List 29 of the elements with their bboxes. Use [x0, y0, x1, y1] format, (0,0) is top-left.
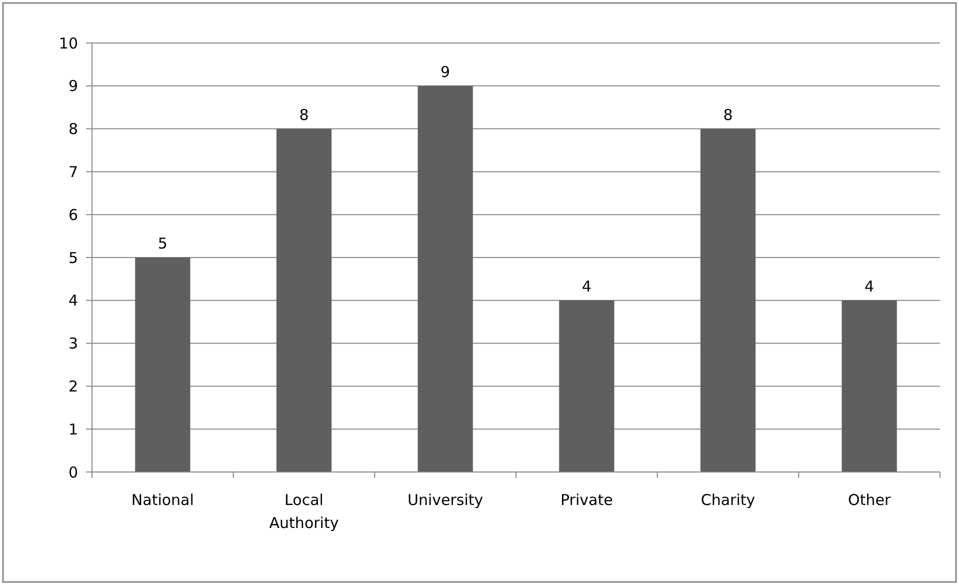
data-label: 9: [440, 62, 450, 81]
bar: [842, 300, 897, 472]
data-label: 4: [864, 277, 874, 296]
data-label: 5: [158, 234, 168, 252]
x-tick-label: University: [407, 491, 484, 509]
data-label: 8: [723, 106, 733, 124]
x-tick-label: Private: [560, 491, 613, 509]
bar: [135, 258, 190, 472]
y-tick-label: 7: [68, 162, 78, 181]
y-tick-label: 10: [58, 34, 78, 52]
y-tick-label: 4: [68, 292, 78, 310]
bar: [559, 300, 614, 472]
x-tick-label: Other: [848, 491, 892, 509]
y-tick-label: 2: [68, 377, 78, 396]
x-tick-label: National: [131, 491, 194, 509]
y-tick-label: 8: [68, 120, 78, 138]
y-tick-label: 3: [68, 334, 78, 353]
bar: [700, 128, 756, 472]
y-tick-label: 1: [68, 420, 78, 438]
x-tick-label: Local Authority: [269, 491, 339, 532]
data-label: 8: [299, 106, 309, 124]
data-label: 4: [582, 277, 592, 296]
x-tick-label: Charity: [700, 491, 756, 509]
bar: [276, 128, 332, 472]
y-tick-label: 6: [68, 206, 78, 224]
y-tick-label: 9: [68, 77, 78, 96]
y-tick-label: 0: [68, 463, 78, 482]
y-tick-label: 5: [68, 248, 78, 267]
bar: [418, 86, 473, 472]
